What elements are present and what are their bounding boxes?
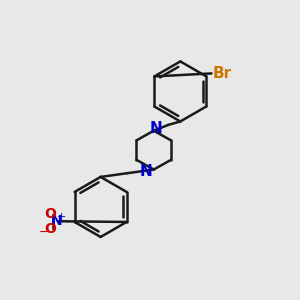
Text: Br: Br: [213, 66, 232, 81]
Text: −: −: [39, 226, 49, 239]
Text: +: +: [57, 212, 66, 222]
Text: N: N: [149, 121, 162, 136]
Text: O: O: [44, 207, 56, 221]
Text: N: N: [50, 214, 62, 228]
Text: O: O: [44, 222, 56, 236]
Text: N: N: [139, 164, 152, 179]
